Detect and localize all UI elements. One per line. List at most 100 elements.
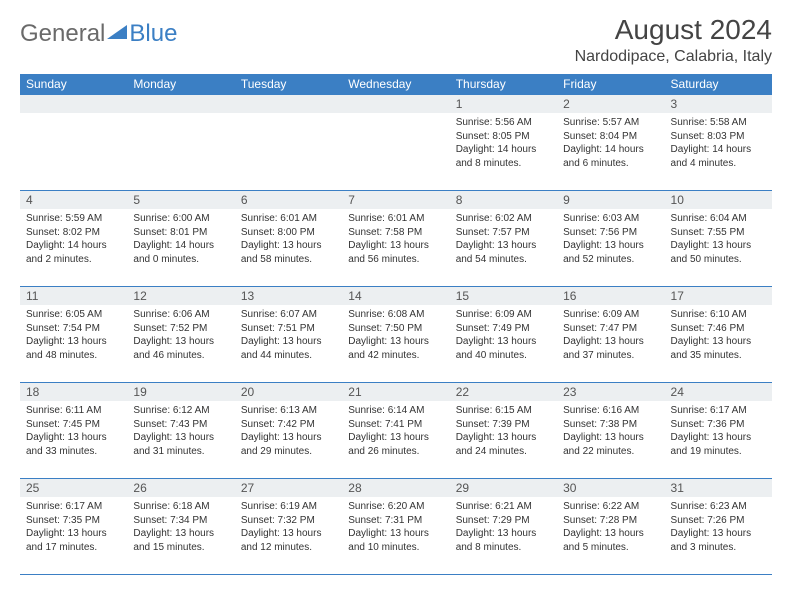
day-number: 30 <box>557 479 664 497</box>
calendar-day-cell: 16Sunrise: 6:09 AMSunset: 7:47 PMDayligh… <box>557 287 664 383</box>
day-details: Sunrise: 6:10 AMSunset: 7:46 PMDaylight:… <box>665 305 772 366</box>
day-number: 21 <box>342 383 449 401</box>
day-number: 16 <box>557 287 664 305</box>
day-details: Sunrise: 6:18 AMSunset: 7:34 PMDaylight:… <box>127 497 234 558</box>
logo: General Blue <box>20 14 177 48</box>
day-number: 17 <box>665 287 772 305</box>
day-number: 4 <box>20 191 127 209</box>
day-details: Sunrise: 6:11 AMSunset: 7:45 PMDaylight:… <box>20 401 127 462</box>
calendar-day-cell: 21Sunrise: 6:14 AMSunset: 7:41 PMDayligh… <box>342 383 449 479</box>
day-details: Sunrise: 6:20 AMSunset: 7:31 PMDaylight:… <box>342 497 449 558</box>
calendar-day-cell: 30Sunrise: 6:22 AMSunset: 7:28 PMDayligh… <box>557 479 664 575</box>
day-number: 22 <box>450 383 557 401</box>
day-details: Sunrise: 6:04 AMSunset: 7:55 PMDaylight:… <box>665 209 772 270</box>
day-details: Sunrise: 6:05 AMSunset: 7:54 PMDaylight:… <box>20 305 127 366</box>
day-number: 9 <box>557 191 664 209</box>
weekday-header-row: SundayMondayTuesdayWednesdayThursdayFrid… <box>20 74 772 95</box>
calendar-day-cell <box>20 95 127 191</box>
location: Nardodipace, Calabria, Italy <box>575 48 772 66</box>
day-number: 28 <box>342 479 449 497</box>
calendar-day-cell: 22Sunrise: 6:15 AMSunset: 7:39 PMDayligh… <box>450 383 557 479</box>
calendar-day-cell: 5Sunrise: 6:00 AMSunset: 8:01 PMDaylight… <box>127 191 234 287</box>
calendar-day-cell: 24Sunrise: 6:17 AMSunset: 7:36 PMDayligh… <box>665 383 772 479</box>
weekday-header: Saturday <box>665 74 772 95</box>
day-details: Sunrise: 6:14 AMSunset: 7:41 PMDaylight:… <box>342 401 449 462</box>
calendar-week-row: 18Sunrise: 6:11 AMSunset: 7:45 PMDayligh… <box>20 383 772 479</box>
weekday-header: Wednesday <box>342 74 449 95</box>
calendar-day-cell: 2Sunrise: 5:57 AMSunset: 8:04 PMDaylight… <box>557 95 664 191</box>
day-number: 12 <box>127 287 234 305</box>
day-number: 31 <box>665 479 772 497</box>
logo-text-general: General <box>20 20 105 48</box>
day-number: 13 <box>235 287 342 305</box>
title-block: August 2024 Nardodipace, Calabria, Italy <box>575 14 772 66</box>
day-details: Sunrise: 6:22 AMSunset: 7:28 PMDaylight:… <box>557 497 664 558</box>
calendar-day-cell: 23Sunrise: 6:16 AMSunset: 7:38 PMDayligh… <box>557 383 664 479</box>
day-number: 2 <box>557 95 664 113</box>
day-number: 11 <box>20 287 127 305</box>
day-details: Sunrise: 6:13 AMSunset: 7:42 PMDaylight:… <box>235 401 342 462</box>
day-details: Sunrise: 5:56 AMSunset: 8:05 PMDaylight:… <box>450 113 557 174</box>
calendar-day-cell: 1Sunrise: 5:56 AMSunset: 8:05 PMDaylight… <box>450 95 557 191</box>
day-number: 8 <box>450 191 557 209</box>
day-details: Sunrise: 6:23 AMSunset: 7:26 PMDaylight:… <box>665 497 772 558</box>
calendar-day-cell: 29Sunrise: 6:21 AMSunset: 7:29 PMDayligh… <box>450 479 557 575</box>
calendar-day-cell: 4Sunrise: 5:59 AMSunset: 8:02 PMDaylight… <box>20 191 127 287</box>
day-details: Sunrise: 6:15 AMSunset: 7:39 PMDaylight:… <box>450 401 557 462</box>
calendar-week-row: 4Sunrise: 5:59 AMSunset: 8:02 PMDaylight… <box>20 191 772 287</box>
calendar-day-cell: 7Sunrise: 6:01 AMSunset: 7:58 PMDaylight… <box>342 191 449 287</box>
calendar-day-cell: 19Sunrise: 6:12 AMSunset: 7:43 PMDayligh… <box>127 383 234 479</box>
day-number: 5 <box>127 191 234 209</box>
day-details: Sunrise: 6:03 AMSunset: 7:56 PMDaylight:… <box>557 209 664 270</box>
calendar-day-cell: 12Sunrise: 6:06 AMSunset: 7:52 PMDayligh… <box>127 287 234 383</box>
calendar-day-cell <box>235 95 342 191</box>
day-number: 27 <box>235 479 342 497</box>
weekday-header: Sunday <box>20 74 127 95</box>
weekday-header: Thursday <box>450 74 557 95</box>
calendar-day-cell: 25Sunrise: 6:17 AMSunset: 7:35 PMDayligh… <box>20 479 127 575</box>
calendar-day-cell: 11Sunrise: 6:05 AMSunset: 7:54 PMDayligh… <box>20 287 127 383</box>
day-details: Sunrise: 5:58 AMSunset: 8:03 PMDaylight:… <box>665 113 772 174</box>
calendar-week-row: 11Sunrise: 6:05 AMSunset: 7:54 PMDayligh… <box>20 287 772 383</box>
day-details: Sunrise: 6:12 AMSunset: 7:43 PMDaylight:… <box>127 401 234 462</box>
calendar-week-row: 1Sunrise: 5:56 AMSunset: 8:05 PMDaylight… <box>20 95 772 191</box>
calendar-day-cell: 10Sunrise: 6:04 AMSunset: 7:55 PMDayligh… <box>665 191 772 287</box>
day-details: Sunrise: 6:16 AMSunset: 7:38 PMDaylight:… <box>557 401 664 462</box>
day-number: 18 <box>20 383 127 401</box>
day-number: 1 <box>450 95 557 113</box>
day-number: 6 <box>235 191 342 209</box>
weekday-header: Friday <box>557 74 664 95</box>
day-number: 15 <box>450 287 557 305</box>
calendar-day-cell: 28Sunrise: 6:20 AMSunset: 7:31 PMDayligh… <box>342 479 449 575</box>
weekday-header: Monday <box>127 74 234 95</box>
day-details: Sunrise: 6:06 AMSunset: 7:52 PMDaylight:… <box>127 305 234 366</box>
day-details: Sunrise: 5:57 AMSunset: 8:04 PMDaylight:… <box>557 113 664 174</box>
logo-text-blue: Blue <box>129 20 177 48</box>
calendar-day-cell: 8Sunrise: 6:02 AMSunset: 7:57 PMDaylight… <box>450 191 557 287</box>
day-details: Sunrise: 6:01 AMSunset: 8:00 PMDaylight:… <box>235 209 342 270</box>
weekday-header: Tuesday <box>235 74 342 95</box>
day-details: Sunrise: 6:07 AMSunset: 7:51 PMDaylight:… <box>235 305 342 366</box>
day-details: Sunrise: 6:17 AMSunset: 7:36 PMDaylight:… <box>665 401 772 462</box>
day-details: Sunrise: 6:09 AMSunset: 7:49 PMDaylight:… <box>450 305 557 366</box>
header: General Blue August 2024 Nardodipace, Ca… <box>20 14 772 66</box>
day-number: 3 <box>665 95 772 113</box>
calendar-day-cell: 18Sunrise: 6:11 AMSunset: 7:45 PMDayligh… <box>20 383 127 479</box>
day-details: Sunrise: 6:01 AMSunset: 7:58 PMDaylight:… <box>342 209 449 270</box>
calendar-day-cell: 27Sunrise: 6:19 AMSunset: 7:32 PMDayligh… <box>235 479 342 575</box>
day-details: Sunrise: 6:19 AMSunset: 7:32 PMDaylight:… <box>235 497 342 558</box>
day-number: 19 <box>127 383 234 401</box>
day-number: 26 <box>127 479 234 497</box>
day-details: Sunrise: 5:59 AMSunset: 8:02 PMDaylight:… <box>20 209 127 270</box>
day-number: 7 <box>342 191 449 209</box>
day-number: 10 <box>665 191 772 209</box>
day-number: 20 <box>235 383 342 401</box>
calendar-day-cell <box>342 95 449 191</box>
day-number: 29 <box>450 479 557 497</box>
calendar-day-cell: 15Sunrise: 6:09 AMSunset: 7:49 PMDayligh… <box>450 287 557 383</box>
calendar-table: SundayMondayTuesdayWednesdayThursdayFrid… <box>20 74 772 575</box>
calendar-week-row: 25Sunrise: 6:17 AMSunset: 7:35 PMDayligh… <box>20 479 772 575</box>
day-details: Sunrise: 6:00 AMSunset: 8:01 PMDaylight:… <box>127 209 234 270</box>
day-number: 24 <box>665 383 772 401</box>
calendar-day-cell: 6Sunrise: 6:01 AMSunset: 8:00 PMDaylight… <box>235 191 342 287</box>
